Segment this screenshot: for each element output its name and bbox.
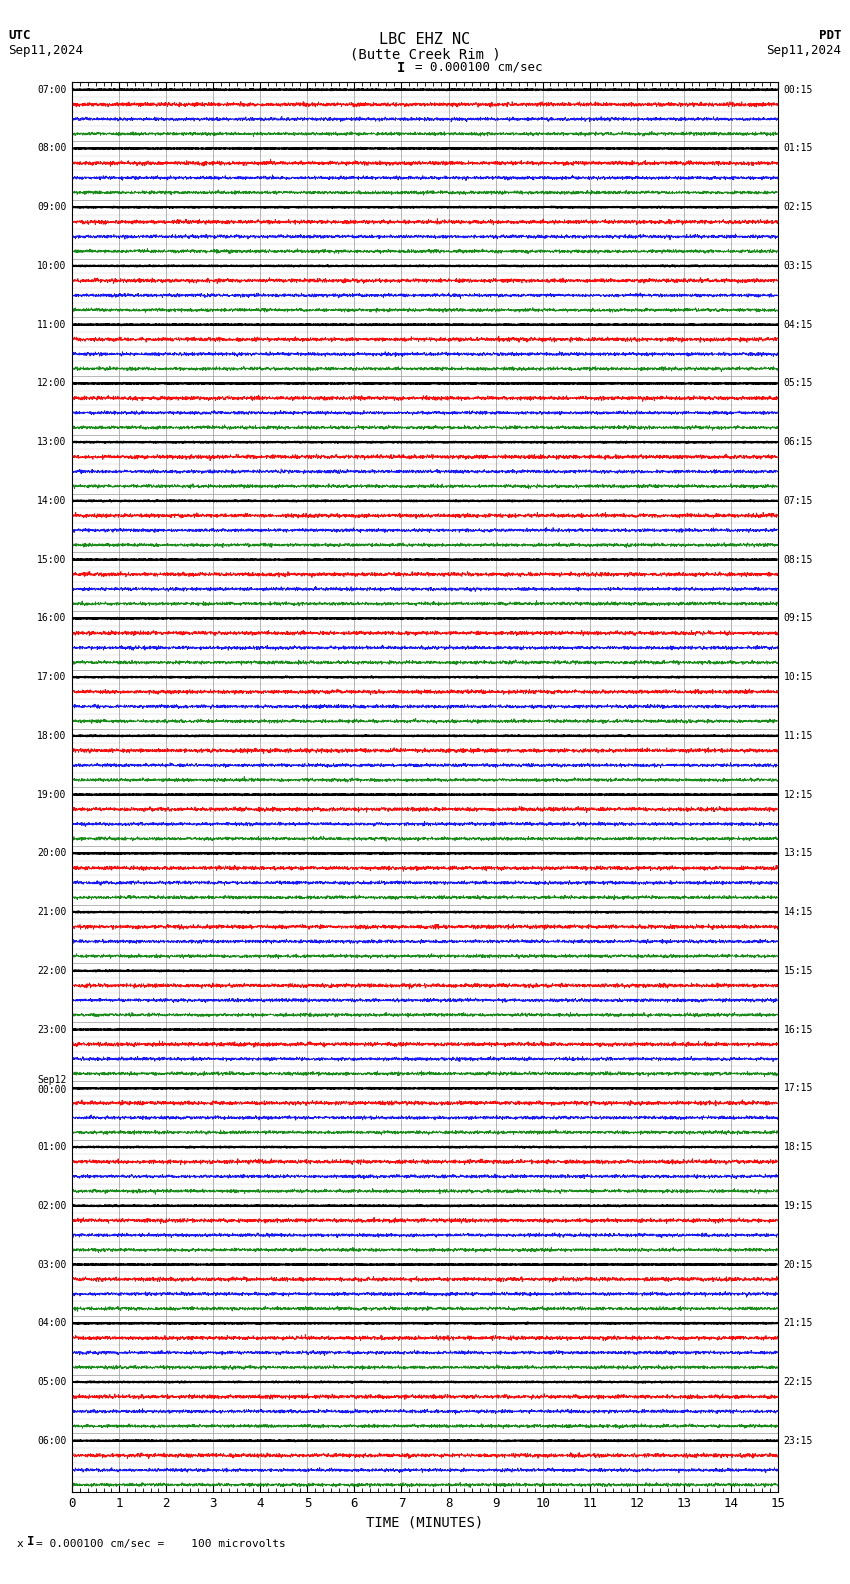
Text: 09:00: 09:00 <box>37 203 66 212</box>
Text: 16:00: 16:00 <box>37 613 66 624</box>
Text: 04:15: 04:15 <box>784 320 813 329</box>
Text: 10:15: 10:15 <box>784 672 813 683</box>
Text: 23:00: 23:00 <box>37 1025 66 1034</box>
Text: 03:00: 03:00 <box>37 1259 66 1269</box>
Text: 14:15: 14:15 <box>784 908 813 917</box>
Text: 08:00: 08:00 <box>37 144 66 154</box>
Text: 06:00: 06:00 <box>37 1435 66 1446</box>
Text: 02:15: 02:15 <box>784 203 813 212</box>
Text: 00:00: 00:00 <box>37 1085 66 1096</box>
Text: 01:00: 01:00 <box>37 1142 66 1152</box>
Text: 08:15: 08:15 <box>784 554 813 564</box>
Text: 05:00: 05:00 <box>37 1376 66 1388</box>
Text: Sep11,2024: Sep11,2024 <box>767 44 842 57</box>
Text: 18:15: 18:15 <box>784 1142 813 1152</box>
Text: 05:15: 05:15 <box>784 379 813 388</box>
Text: 16:15: 16:15 <box>784 1025 813 1034</box>
Text: Sep12: Sep12 <box>37 1076 66 1085</box>
Text: = 0.000100 cm/sec: = 0.000100 cm/sec <box>415 60 542 74</box>
Text: I: I <box>397 60 405 74</box>
Text: 22:00: 22:00 <box>37 966 66 976</box>
Text: x: x <box>17 1540 24 1549</box>
Text: 22:15: 22:15 <box>784 1376 813 1388</box>
Text: Sep11,2024: Sep11,2024 <box>8 44 83 57</box>
Text: 04:00: 04:00 <box>37 1318 66 1329</box>
Text: PDT: PDT <box>819 29 842 41</box>
Text: 15:00: 15:00 <box>37 554 66 564</box>
Text: = 0.000100 cm/sec =    100 microvolts: = 0.000100 cm/sec = 100 microvolts <box>36 1540 286 1549</box>
Text: 11:15: 11:15 <box>784 730 813 741</box>
Text: 02:00: 02:00 <box>37 1201 66 1210</box>
Text: 20:00: 20:00 <box>37 849 66 859</box>
Text: 23:15: 23:15 <box>784 1435 813 1446</box>
Text: 13:15: 13:15 <box>784 849 813 859</box>
Text: 20:15: 20:15 <box>784 1259 813 1269</box>
Text: 13:00: 13:00 <box>37 437 66 447</box>
Text: 14:00: 14:00 <box>37 496 66 505</box>
Text: 21:00: 21:00 <box>37 908 66 917</box>
Text: LBC EHZ NC: LBC EHZ NC <box>379 32 471 46</box>
Text: 19:00: 19:00 <box>37 789 66 800</box>
Text: 06:15: 06:15 <box>784 437 813 447</box>
Text: 15:15: 15:15 <box>784 966 813 976</box>
Text: 00:15: 00:15 <box>784 84 813 95</box>
Text: 09:15: 09:15 <box>784 613 813 624</box>
Text: 11:00: 11:00 <box>37 320 66 329</box>
Text: 12:00: 12:00 <box>37 379 66 388</box>
Text: 01:15: 01:15 <box>784 144 813 154</box>
Text: 17:00: 17:00 <box>37 672 66 683</box>
Text: 07:15: 07:15 <box>784 496 813 505</box>
Text: 03:15: 03:15 <box>784 261 813 271</box>
Text: 19:15: 19:15 <box>784 1201 813 1210</box>
X-axis label: TIME (MINUTES): TIME (MINUTES) <box>366 1516 484 1530</box>
Text: 07:00: 07:00 <box>37 84 66 95</box>
Text: 21:15: 21:15 <box>784 1318 813 1329</box>
Text: 17:15: 17:15 <box>784 1083 813 1093</box>
Text: (Butte Creek Rim ): (Butte Creek Rim ) <box>349 48 501 62</box>
Text: 12:15: 12:15 <box>784 789 813 800</box>
Text: 18:00: 18:00 <box>37 730 66 741</box>
Text: UTC: UTC <box>8 29 31 41</box>
Text: 10:00: 10:00 <box>37 261 66 271</box>
Text: I: I <box>27 1535 35 1548</box>
